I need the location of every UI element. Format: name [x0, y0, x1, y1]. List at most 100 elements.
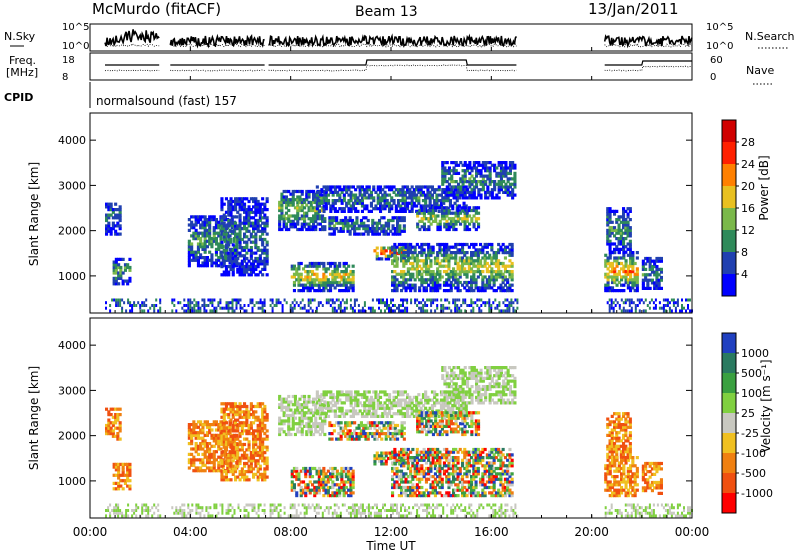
- heatmap-cell: [463, 161, 467, 165]
- heatmap-cell: [462, 298, 465, 302]
- heatmap-cell: [128, 265, 132, 270]
- heatmap-cell: [508, 177, 512, 181]
- heatmap-cell: [229, 205, 233, 209]
- heatmap-cell: [342, 199, 346, 203]
- heatmap-cell: [278, 430, 282, 434]
- heatmap-cell: [203, 452, 207, 456]
- heatmap-cell: [261, 418, 265, 422]
- heatmap-cell: [203, 420, 207, 424]
- heatmap-cell: [290, 485, 294, 490]
- heatmap-cell: [114, 487, 118, 491]
- heatmap-cell: [381, 204, 385, 208]
- heatmap-cell: [305, 211, 309, 215]
- heatmap-cell: [374, 207, 378, 211]
- heatmap-cell: [458, 251, 462, 255]
- heatmap-cell: [214, 436, 218, 440]
- heatmap-cell: [320, 289, 324, 293]
- heatmap-cell: [183, 298, 186, 302]
- heatmap-cell: [210, 436, 214, 440]
- heatmap-cell: [282, 225, 286, 229]
- heatmap-cell: [333, 209, 337, 213]
- heatmap-cell: [259, 298, 262, 302]
- heatmap-cell: [424, 261, 428, 266]
- heatmap-cell: [426, 188, 430, 192]
- heatmap-cell: [263, 407, 267, 411]
- heatmap-cell: [114, 268, 118, 272]
- heatmap-cell: [238, 224, 242, 228]
- heatmap-cell: [189, 301, 192, 305]
- heatmap-cell: [245, 418, 249, 422]
- nave-trace: [104, 64, 693, 72]
- heatmap-cell: [256, 221, 260, 225]
- heatmap-cell: [222, 270, 226, 274]
- heatmap-cell: [508, 242, 512, 247]
- heatmap-cell: [339, 229, 343, 233]
- heatmap-cell: [307, 397, 311, 401]
- heatmap-cell: [608, 212, 612, 216]
- cpid-text: normalsound (fast) 157: [96, 94, 237, 108]
- heatmap-cell: [356, 199, 360, 203]
- heatmap-cell: [485, 251, 489, 255]
- heatmap-cell: [258, 259, 262, 263]
- heatmap-cell: [420, 211, 424, 215]
- heatmap-cell: [341, 429, 345, 433]
- heatmap-cell: [307, 301, 310, 305]
- heatmap-cell: [420, 301, 423, 305]
- heatmap-cell: [201, 223, 205, 227]
- heatmap-cell: [376, 193, 380, 197]
- heatmap-cell: [128, 473, 132, 477]
- heatmap-cell: [465, 289, 469, 293]
- heatmap-cell: [620, 309, 623, 313]
- heatmap-cell: [501, 248, 505, 252]
- heatmap-cell: [217, 258, 221, 262]
- heatmap-cell: [430, 193, 434, 197]
- heatmap-cell: [333, 267, 337, 271]
- heatmap-cell: [434, 206, 438, 210]
- heatmap-cell: [116, 216, 120, 220]
- heatmap-cell: [224, 243, 228, 247]
- heatmap-cell: [415, 267, 419, 271]
- heatmap-cell: [400, 216, 404, 220]
- heatmap-cell: [438, 206, 442, 210]
- heatmap-cell: [227, 224, 231, 228]
- heatmap-cell: [233, 215, 237, 219]
- heatmap-cell: [301, 306, 304, 310]
- heatmap-cell: [466, 166, 470, 170]
- heatmap-cell: [118, 426, 122, 430]
- heatmap-cell: [196, 242, 200, 246]
- heatmap-cell: [208, 428, 212, 432]
- heatmap-cell: [428, 185, 432, 189]
- heatmap-cell: [610, 242, 614, 246]
- heatmap-cell: [608, 251, 612, 255]
- heatmap-cell: [467, 280, 471, 285]
- colorbar-tick-label: 16: [741, 202, 755, 215]
- heatmap-cell: [479, 251, 483, 255]
- heatmap-cell: [209, 301, 212, 305]
- heatmap-cell: [192, 455, 196, 459]
- heatmap-cell: [121, 306, 124, 310]
- heatmap-cell: [613, 226, 617, 230]
- heatmap-cell: [231, 267, 235, 271]
- heatmap-cell: [404, 272, 408, 276]
- heatmap-cell: [222, 445, 226, 449]
- heatmap-cell: [289, 413, 293, 418]
- heatmap-cell: [271, 306, 274, 310]
- heatmap-cell: [190, 433, 194, 437]
- heatmap-cell: [399, 188, 403, 192]
- heatmap-cell: [400, 256, 404, 260]
- heatmap-cell: [380, 437, 384, 441]
- heatmap-cell: [624, 220, 628, 224]
- heatmap-cell: [212, 226, 216, 230]
- heatmap-cell: [448, 301, 451, 305]
- heatmap-cell: [492, 283, 496, 287]
- heatmap-cell: [304, 275, 308, 279]
- heatmap-cell: [335, 475, 339, 479]
- heatmap-cell: [429, 264, 433, 268]
- heatmap-cell: [344, 475, 348, 479]
- heatmap-cell: [648, 306, 651, 310]
- heatmap-cell: [236, 426, 240, 430]
- heatmap-cell: [269, 304, 272, 307]
- heatmap-cell: [339, 437, 343, 441]
- heatmap-cell: [257, 306, 260, 310]
- heatmap-cell: [488, 166, 492, 170]
